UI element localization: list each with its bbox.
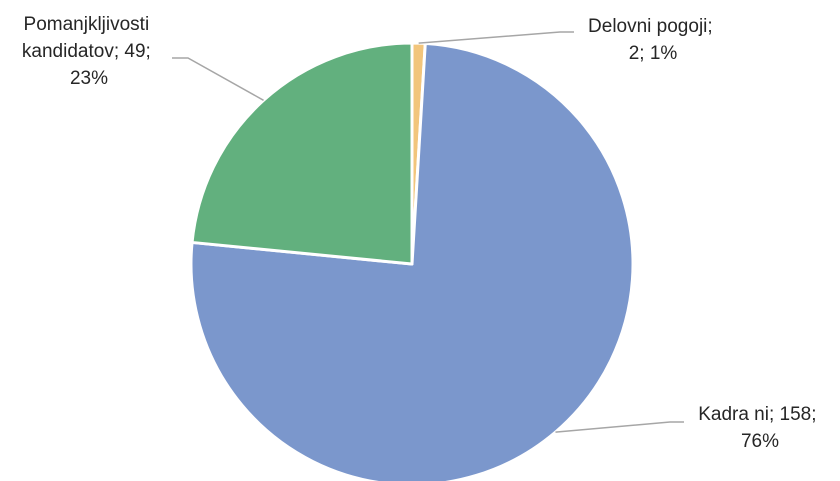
data-label-pomanjkljivosti-kandidatov: Pomanjkljivosti kandidatov; 49; 23% bbox=[22, 14, 156, 89]
data-label-kadra-ni-line-2: 76% bbox=[741, 431, 779, 452]
data-label-delovni-pogoji: Delovni pogoji; 2; 1% bbox=[588, 16, 718, 64]
data-label-pomanjkljivosti-line-3: 23% bbox=[70, 68, 108, 89]
data-label-kadra-ni: Kadra ni; 158; 76% bbox=[698, 404, 822, 452]
leader-line-kadra-ni bbox=[555, 421, 684, 433]
pie-slices bbox=[189, 41, 635, 481]
data-label-kadra-ni-line-1: Kadra ni; 158; bbox=[698, 404, 816, 425]
data-label-delovni-pogoji-line-2: 2; 1% bbox=[629, 43, 678, 64]
pie-slice-kadra-ni bbox=[189, 41, 635, 481]
data-label-pomanjkljivosti-line-1: Pomanjkljivosti bbox=[24, 14, 150, 35]
data-label-pomanjkljivosti-line-2: kandidatov; 49; bbox=[22, 41, 151, 62]
pie-slice-pomanjkljivosti-kandidatov bbox=[190, 41, 414, 266]
data-label-delovni-pogoji-line-1: Delovni pogoji; bbox=[588, 16, 713, 37]
leader-line-pomanjkljivosti-kandidatov bbox=[172, 57, 264, 101]
leader-lines bbox=[172, 31, 684, 433]
leader-line-delovni-pogoji bbox=[418, 31, 574, 44]
